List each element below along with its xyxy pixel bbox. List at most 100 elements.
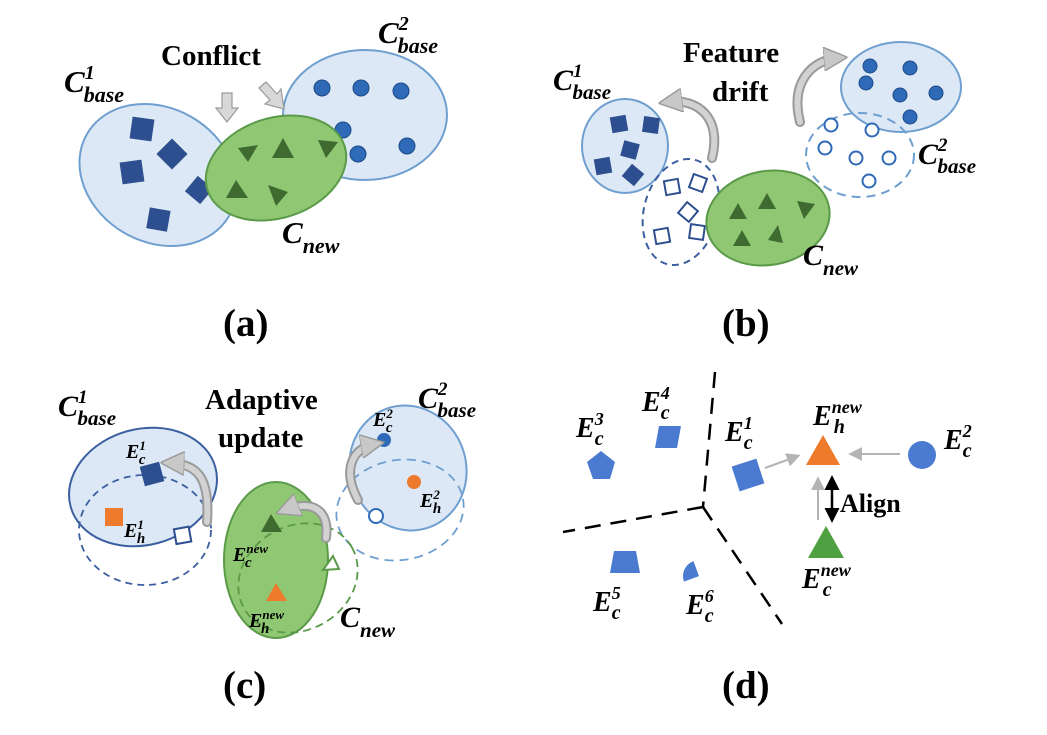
square-marker <box>156 138 188 170</box>
caption-a: (a) <box>223 302 268 345</box>
triangle-marker <box>226 180 248 198</box>
square-marker <box>593 156 613 176</box>
circle-marker <box>352 79 370 97</box>
e-cnew-label: Enew c <box>232 541 268 571</box>
e-c3-pentagon-marker <box>587 451 615 479</box>
e-c1-marker <box>139 461 165 487</box>
square-marker <box>146 207 171 232</box>
drifted-circles <box>817 117 897 189</box>
e-c1-label: E1 c <box>724 413 753 454</box>
new-triangles <box>729 193 815 246</box>
triangle-marker <box>238 145 258 162</box>
circle-marker <box>392 82 410 100</box>
circle-marker <box>398 137 416 155</box>
triangle-marker <box>272 138 294 158</box>
triangle-marker <box>729 203 747 219</box>
e-c2-circle-marker <box>908 441 936 469</box>
base2-cluster <box>840 41 962 133</box>
hollow-circle-marker <box>881 150 897 166</box>
drift-title-line2: drift <box>712 76 769 108</box>
hollow-square-marker <box>687 172 709 194</box>
hollow-circle-marker <box>823 117 839 133</box>
update-arrow-base2-fill <box>347 444 375 503</box>
e-hnew-label: Enew h <box>812 397 863 438</box>
e-c6-semicircle-marker <box>682 561 699 582</box>
new-cluster <box>223 481 329 639</box>
drift-arrow-left-fill <box>668 101 718 161</box>
align-label: Align <box>840 489 901 518</box>
e-c2-label: E2 c <box>943 421 972 462</box>
triangle-marker <box>268 185 288 206</box>
base1-label: C1 base <box>64 62 124 107</box>
circle-marker <box>349 145 367 163</box>
new-label: Cnew <box>340 601 396 642</box>
base1-shifted-cluster <box>78 474 212 586</box>
update-arrow-new-fill <box>285 506 330 541</box>
base2-shifted-cluster <box>335 458 465 562</box>
adaptive-title-line2: update <box>218 422 304 454</box>
square-marker <box>119 159 145 185</box>
e-c3-label: E3 c <box>575 409 604 450</box>
caption-d: (d) <box>722 664 770 707</box>
boundary-line <box>701 371 717 508</box>
decision-boundaries <box>562 371 784 625</box>
base2-label: C2 base <box>918 135 976 178</box>
caption-c: (c) <box>223 664 266 707</box>
hollow-square-marker <box>652 226 672 246</box>
base1-squares <box>593 114 661 187</box>
base1-squares <box>119 116 214 232</box>
boundary-line <box>562 505 704 534</box>
e-c6-label: E6 c <box>685 586 714 627</box>
circle-marker <box>313 79 331 97</box>
e-hnew-label: Enew h <box>248 607 284 637</box>
circle-marker <box>902 60 918 76</box>
triangle-marker <box>318 140 338 158</box>
hollow-circle-marker <box>864 122 880 138</box>
square-marker <box>620 140 640 160</box>
base2-label: C2 base <box>378 13 438 58</box>
hollow-square-marker <box>676 200 700 224</box>
e-h2-label: E2 h <box>419 487 441 517</box>
new-label: Cnew <box>803 239 859 280</box>
conflict-title: Conflict <box>161 40 261 72</box>
panel-b: Feature drift C1 base C2 base Cnew (b) <box>553 37 976 345</box>
conflict-arrows <box>214 81 285 123</box>
e-cnew-label: Enew c <box>801 560 852 601</box>
circle-marker <box>862 58 878 74</box>
square-marker <box>641 115 661 135</box>
circle-marker <box>928 85 944 101</box>
base1-cluster <box>78 102 238 248</box>
boundary-line <box>701 506 784 625</box>
drift-arrow-left-icon <box>663 96 720 163</box>
circle-marker <box>892 87 908 103</box>
panel-a: Conflict C1 base C2 base Cnew (a) <box>64 13 448 345</box>
base2-drifted-cluster <box>805 112 915 198</box>
square-marker <box>609 114 629 134</box>
triangle-marker <box>768 225 783 243</box>
hollow-circle-marker <box>848 150 864 166</box>
arrow-c1-to-hnew <box>764 453 801 469</box>
hollow-square-marker <box>662 177 682 197</box>
square-marker <box>129 116 155 142</box>
hollow-circle-marker <box>817 140 833 156</box>
square-marker <box>621 163 645 187</box>
base2-circles <box>858 58 944 125</box>
e-h2-marker <box>407 475 421 489</box>
e-c2-label: E2 c <box>372 406 393 436</box>
e-c1-label: E1 c <box>125 438 146 468</box>
drifted-squares <box>652 172 709 246</box>
update-arrow-base1-fill <box>170 463 211 525</box>
align-arrows <box>764 447 900 520</box>
drift-title-line1: Feature <box>683 37 779 69</box>
circle-marker <box>858 75 874 91</box>
hollow-square-marker <box>172 525 193 546</box>
triangle-marker <box>758 193 776 209</box>
new-triangles <box>226 138 338 206</box>
e-hnew-marker <box>266 583 287 601</box>
e-c4-parallelogram-marker <box>655 426 681 448</box>
e-c5-trapezoid-marker <box>610 551 640 573</box>
e-h1-marker <box>105 508 123 526</box>
e-c1-square-marker <box>731 458 765 492</box>
adaptive-title-line1: Adaptive <box>205 384 318 416</box>
